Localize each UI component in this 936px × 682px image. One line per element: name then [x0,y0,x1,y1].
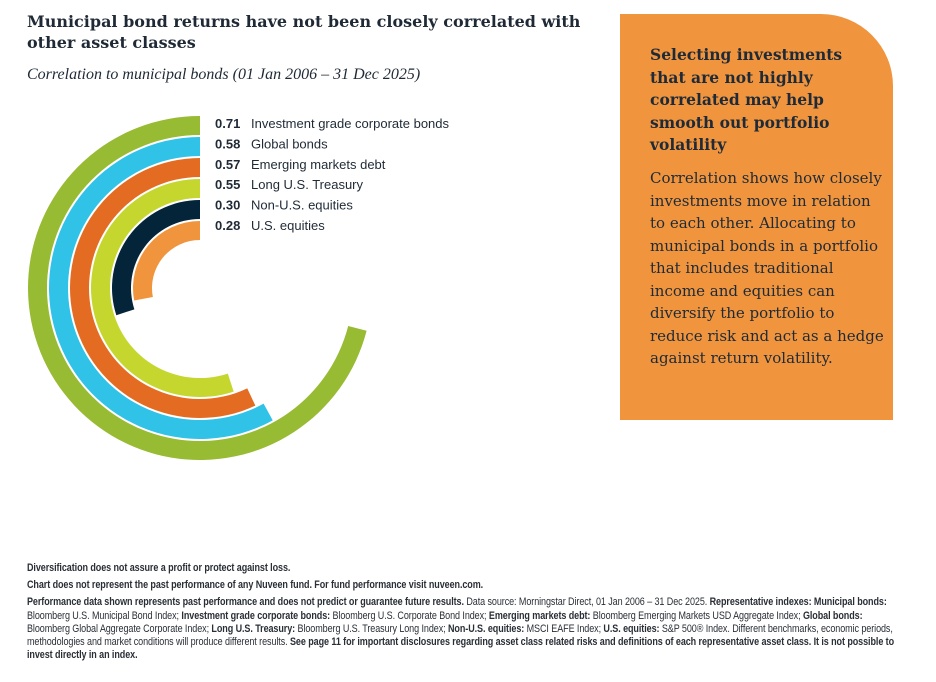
footnote-disclosures: Performance data shown represents past p… [27,596,896,662]
fn-e: Investment grade corporate bonds: [181,609,331,622]
fn-d: Bloomberg U.S. Municipal Bond Index; [27,609,182,622]
callout-heading: Selecting investments that are not highl… [650,45,843,154]
callout-body: Correlation shows how closely investment… [650,169,884,367]
footnotes: Diversification does not assure a profit… [27,562,896,666]
data-label-category: Long U.S. Treasury [251,177,363,192]
fn-i: Global bonds: [802,609,863,622]
fn-l: Bloomberg U.S. Treasury Long Index; [295,622,448,635]
fn-a: Performance data shown represents past p… [27,596,464,609]
data-label-value: 0.71 [215,116,240,131]
fn-f: Bloomberg U.S. Corporate Bond Index; [330,609,489,622]
footnote-diversification: Diversification does not assure a profit… [27,562,291,574]
callout-panel: Selecting investments that are not highl… [620,14,893,420]
chart-title: Municipal bond returns have not been clo… [27,12,581,52]
data-label-value: 0.30 [215,198,240,213]
fn-m: Non-U.S. equities: [447,622,525,635]
data-label-value: 0.55 [215,177,240,192]
data-label-category: Global bonds [251,136,328,151]
fn-q: See page 11 for important disclosures re… [27,636,895,662]
data-label-category: Non-U.S. equities [251,198,353,213]
data-label-value: 0.58 [215,136,240,151]
data-label-value: 0.57 [215,157,240,172]
arc-bar-long-u-s-treasury [90,179,234,398]
fn-o: U.S. equities: [603,622,660,635]
fn-p: S&P 500® Index. Different benchmarks, ec… [27,622,893,649]
data-label-category: U.S. equities [251,218,325,233]
chart-subtitle: Correlation to municipal bonds (01 Jan 2… [27,66,421,83]
fn-k: Long U.S. Treasury: [211,622,296,635]
fn-c: Representative indexes: Municipal bonds: [709,596,887,609]
arc-bar-non-u-s-equities [112,200,200,316]
arc-bar-u-s-equities [133,221,200,301]
fn-g: Emerging markets debt: [488,609,591,622]
data-label-category: Investment grade corporate bonds [251,116,450,131]
fn-b: Data source: Morningstar Direct, 01 Jan … [463,596,710,609]
fn-h: Bloomberg Emerging Markets USD Aggregate… [590,609,803,622]
footnote-performance: Chart does not represent the past perfor… [27,579,484,592]
fn-j: Bloomberg Global Aggregate Corporate Ind… [27,622,212,635]
data-label-value: 0.28 [215,218,240,233]
data-label-category: Emerging markets debt [251,157,386,172]
radial-bar-chart: 0.71 Investment grade corporate bonds 0.58… [28,116,450,461]
fn-n: MSCI EAFE Index; [524,622,604,635]
